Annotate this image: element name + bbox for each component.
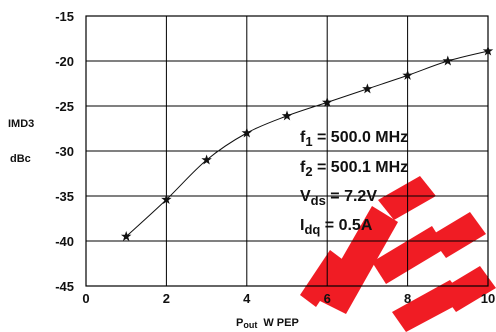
annotation-line-1: f2 = 500.1 MHz bbox=[300, 159, 408, 179]
y-tick-label-2: -25 bbox=[55, 99, 74, 114]
data-point-6 bbox=[362, 83, 373, 94]
watermark-shape-1 bbox=[318, 206, 398, 314]
watermark-shape-2 bbox=[378, 176, 436, 220]
watermark-shape-5 bbox=[430, 212, 486, 258]
data-point-0 bbox=[120, 231, 132, 241]
x-tick-label-2: 4 bbox=[243, 291, 251, 306]
x-tick-label-1: 2 bbox=[163, 291, 170, 306]
data-point-4 bbox=[281, 110, 293, 121]
watermark-shape-6 bbox=[440, 266, 496, 312]
data-point-8 bbox=[442, 55, 454, 66]
series-group bbox=[120, 45, 494, 241]
annotation-line-0: f1 = 500.0 MHz bbox=[300, 129, 408, 149]
y-tick-label-6: -45 bbox=[55, 279, 74, 294]
plot-frame bbox=[85, 15, 489, 287]
series-line-0 bbox=[125, 50, 489, 237]
y-tick-label-4: -35 bbox=[55, 189, 74, 204]
x-tick-label-4: 8 bbox=[404, 291, 411, 306]
watermark-logo bbox=[300, 176, 496, 332]
data-point-2 bbox=[201, 154, 212, 165]
data-point-3 bbox=[241, 127, 253, 138]
x-tick-label-5: 10 bbox=[481, 291, 495, 306]
parameter-annotations: f1 = 500.0 MHz f2 = 500.1 MHz Vds = 7.2V Id… bbox=[300, 129, 408, 237]
x-tick-label-3: 6 bbox=[324, 291, 331, 306]
y-tick-labels: -15 -20 -25 -30 -35 -40 -45 bbox=[55, 9, 74, 294]
x-axis-label-unit: W PEP bbox=[263, 317, 298, 329]
y-axis-label-line1: IMD3 bbox=[8, 118, 34, 130]
y-tick-label-0: -15 bbox=[55, 9, 74, 24]
x-axis-label-sub: out bbox=[243, 320, 257, 330]
data-point-5 bbox=[321, 96, 333, 107]
x-tick-label-0: 0 bbox=[82, 291, 89, 306]
data-point-1 bbox=[161, 194, 172, 205]
x-axis-label-main: P bbox=[236, 317, 243, 329]
y-tick-label-5: -40 bbox=[55, 234, 74, 249]
y-tick-label-1: -20 bbox=[55, 54, 74, 69]
y-tick-label-3: -30 bbox=[55, 144, 74, 159]
y-axis-label-line2: dBc bbox=[10, 153, 31, 165]
plot-border bbox=[85, 15, 489, 287]
annotation-line-3: Idq = 0.5A bbox=[300, 217, 373, 237]
x-tick-labels: 0 2 4 6 8 10 bbox=[82, 291, 495, 306]
data-point-7 bbox=[402, 69, 413, 80]
data-point-9 bbox=[482, 45, 494, 56]
watermark-shape-0 bbox=[300, 250, 346, 307]
x-axis-label: Pout W PEP bbox=[236, 317, 299, 330]
annotation-line-2: Vds = 7.2V bbox=[300, 188, 377, 208]
